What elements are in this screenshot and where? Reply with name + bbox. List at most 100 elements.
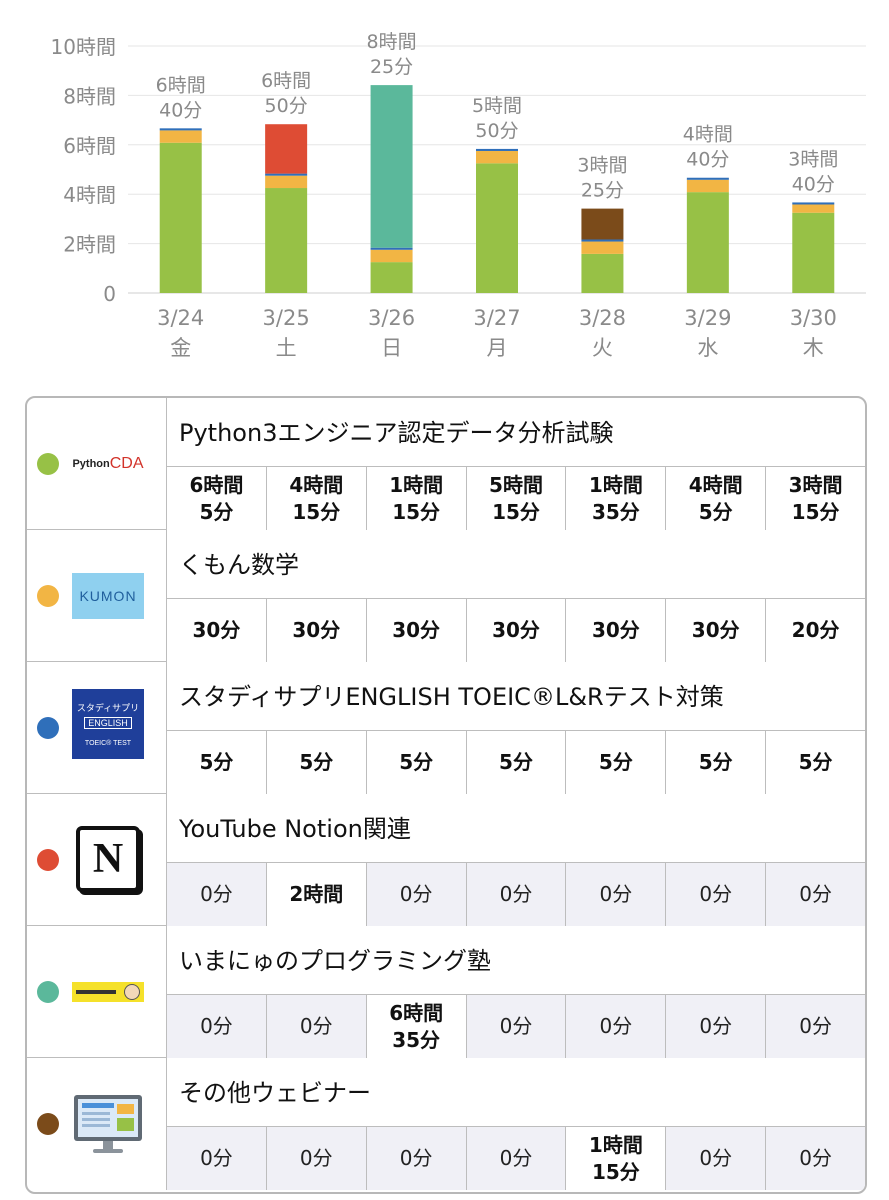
x-tick-label: 3/25 xyxy=(263,306,310,330)
imanyu-banner-logo xyxy=(71,966,145,1018)
time-cell: 30分 xyxy=(666,599,767,662)
total-label: 40分 xyxy=(792,173,835,195)
daily-time-cells: 6時間 5分 4時間 15分 1時間 15分 5時間 15分 1時間 35分 4時間 5分 3時間 15分 xyxy=(167,466,865,530)
time-value: 0分 xyxy=(699,882,733,906)
subject-icon-cell: スタディサプリ ENGLISH TOEIC® TEST xyxy=(27,662,167,793)
series-color-dot xyxy=(37,849,59,871)
time-value: 5分 xyxy=(698,750,733,774)
bar-segment xyxy=(476,148,518,151)
time-cell: 30分 xyxy=(566,599,667,662)
total-label: 5時間 xyxy=(472,95,522,117)
time-cell: 30分 xyxy=(366,599,467,662)
time-value: 0分 xyxy=(499,1146,533,1170)
x-tick-label: 3/24 xyxy=(157,306,204,330)
subject-row: スタディサプリ ENGLISH TOEIC® TEST スタディサプリENGLISH … xyxy=(27,662,865,794)
time-value: 0分 xyxy=(799,1014,832,1038)
x-weekday-label: 金 xyxy=(170,336,191,360)
series-color-dot xyxy=(37,1113,59,1135)
time-cell: 0分 xyxy=(766,1127,865,1190)
bar-segment xyxy=(792,212,835,293)
time-cell: 30分 xyxy=(266,599,367,662)
time-value: 30分 xyxy=(392,618,441,642)
subject-icon-cell: N xyxy=(27,794,167,925)
stacked-bar-chart: 0 2時間 4時間 6時間 8時間 10時間 6時間 40分 3/24 金 6時間 50分 3/25 土 8… xyxy=(51,31,866,360)
bar-segment xyxy=(370,247,413,250)
time-cell: 5分 xyxy=(466,731,567,794)
time-cell: 0分 xyxy=(466,995,567,1058)
time-value: 6時間 xyxy=(389,1000,444,1025)
time-cell: 6時間 35分 xyxy=(366,995,467,1058)
time-value: 30分 xyxy=(691,618,740,642)
x-weekday-label: 月 xyxy=(487,336,508,360)
time-cell: 1時間 15分 xyxy=(566,1127,667,1190)
python-cda-logo: Python CDA xyxy=(72,455,144,472)
time-cell: 0分 xyxy=(167,995,267,1058)
bar-segment xyxy=(581,239,624,242)
time-value: 5分 xyxy=(798,750,833,774)
time-cell: 0分 xyxy=(466,863,567,926)
bar-segment xyxy=(159,130,202,143)
time-value: 15分 xyxy=(392,499,441,524)
study-time-table: Python CDA Python3エンジニア認定データ分析試験 6時間 5分 4時間 15… xyxy=(25,396,867,1194)
total-label: 25分 xyxy=(581,180,624,202)
time-cell: 5分 xyxy=(266,731,367,794)
time-value: 1時間 xyxy=(588,472,643,497)
subject-row: N YouTube Notion関連 0分 2時間 0分 0分 0分 0分 0分 xyxy=(27,794,865,926)
time-value: 0分 xyxy=(799,1146,832,1170)
time-cell: 0分 xyxy=(766,863,865,926)
time-value: 35分 xyxy=(591,499,640,524)
subject-row: いまにゅのプログラミング塾 0分 0分 6時間 35分 0分 0分 0分 0分 xyxy=(27,926,865,1058)
bar-segment xyxy=(265,175,308,189)
time-value: 0分 xyxy=(799,882,832,906)
subject-name: スタディサプリENGLISH TOEIC®L&Rテスト対策 xyxy=(179,683,724,711)
bar-segment xyxy=(159,142,202,293)
time-value: 0分 xyxy=(599,882,633,906)
time-value: 15分 xyxy=(292,499,341,524)
time-value: 30分 xyxy=(492,618,540,642)
time-cell: 20分 xyxy=(766,599,865,662)
time-value: 5分 xyxy=(598,750,633,774)
time-cell: 0分 xyxy=(167,1127,267,1190)
bar-segment xyxy=(159,128,202,131)
time-value: 5分 xyxy=(698,499,733,524)
time-value: 0分 xyxy=(399,882,433,906)
series-color-dot xyxy=(37,585,59,607)
subject-name: くもん数学 xyxy=(179,551,299,579)
x-tick-label: 3/29 xyxy=(684,306,731,330)
time-cell: 0分 xyxy=(666,863,767,926)
bar-segment xyxy=(581,253,624,293)
y-tick-label: 2時間 xyxy=(63,233,116,257)
x-tick-label: 3/30 xyxy=(790,306,837,330)
time-cell: 0分 xyxy=(266,1127,367,1190)
time-cell: 1時間 35分 xyxy=(566,467,667,530)
time-value: 5分 xyxy=(199,499,234,524)
time-value: 5分 xyxy=(399,750,434,774)
bar-segment xyxy=(581,208,624,240)
total-label: 50分 xyxy=(265,95,308,117)
time-value: 5分 xyxy=(199,750,234,774)
series-color-dot xyxy=(37,981,59,1003)
time-cell: 0分 xyxy=(466,1127,567,1190)
time-value: 15分 xyxy=(492,499,540,524)
x-tick-label: 3/26 xyxy=(368,306,415,330)
subject-name: その他ウェビナー xyxy=(179,1079,371,1107)
subject-icon-cell xyxy=(27,1058,167,1190)
x-weekday-label: 火 xyxy=(592,336,613,360)
time-cell: 5分 xyxy=(167,731,267,794)
time-cell: 0分 xyxy=(266,995,367,1058)
subject-name: Python3エンジニア認定データ分析試験 xyxy=(179,419,614,447)
x-weekday-label: 日 xyxy=(381,336,402,360)
y-tick-label: 8時間 xyxy=(63,84,116,108)
total-label: 4時間 xyxy=(683,124,733,146)
series-color-dot xyxy=(37,717,59,739)
time-cell: 5分 xyxy=(766,731,865,794)
bar-segment xyxy=(792,202,835,205)
bar-segment xyxy=(265,173,308,176)
time-value: 3時間 xyxy=(788,472,843,497)
time-cell: 4時間 5分 xyxy=(666,467,767,530)
bar-segment xyxy=(581,241,624,254)
time-value: 35分 xyxy=(392,1027,441,1052)
time-value: 0分 xyxy=(200,1146,233,1170)
time-value: 30分 xyxy=(192,618,241,642)
time-value: 20分 xyxy=(791,618,840,642)
